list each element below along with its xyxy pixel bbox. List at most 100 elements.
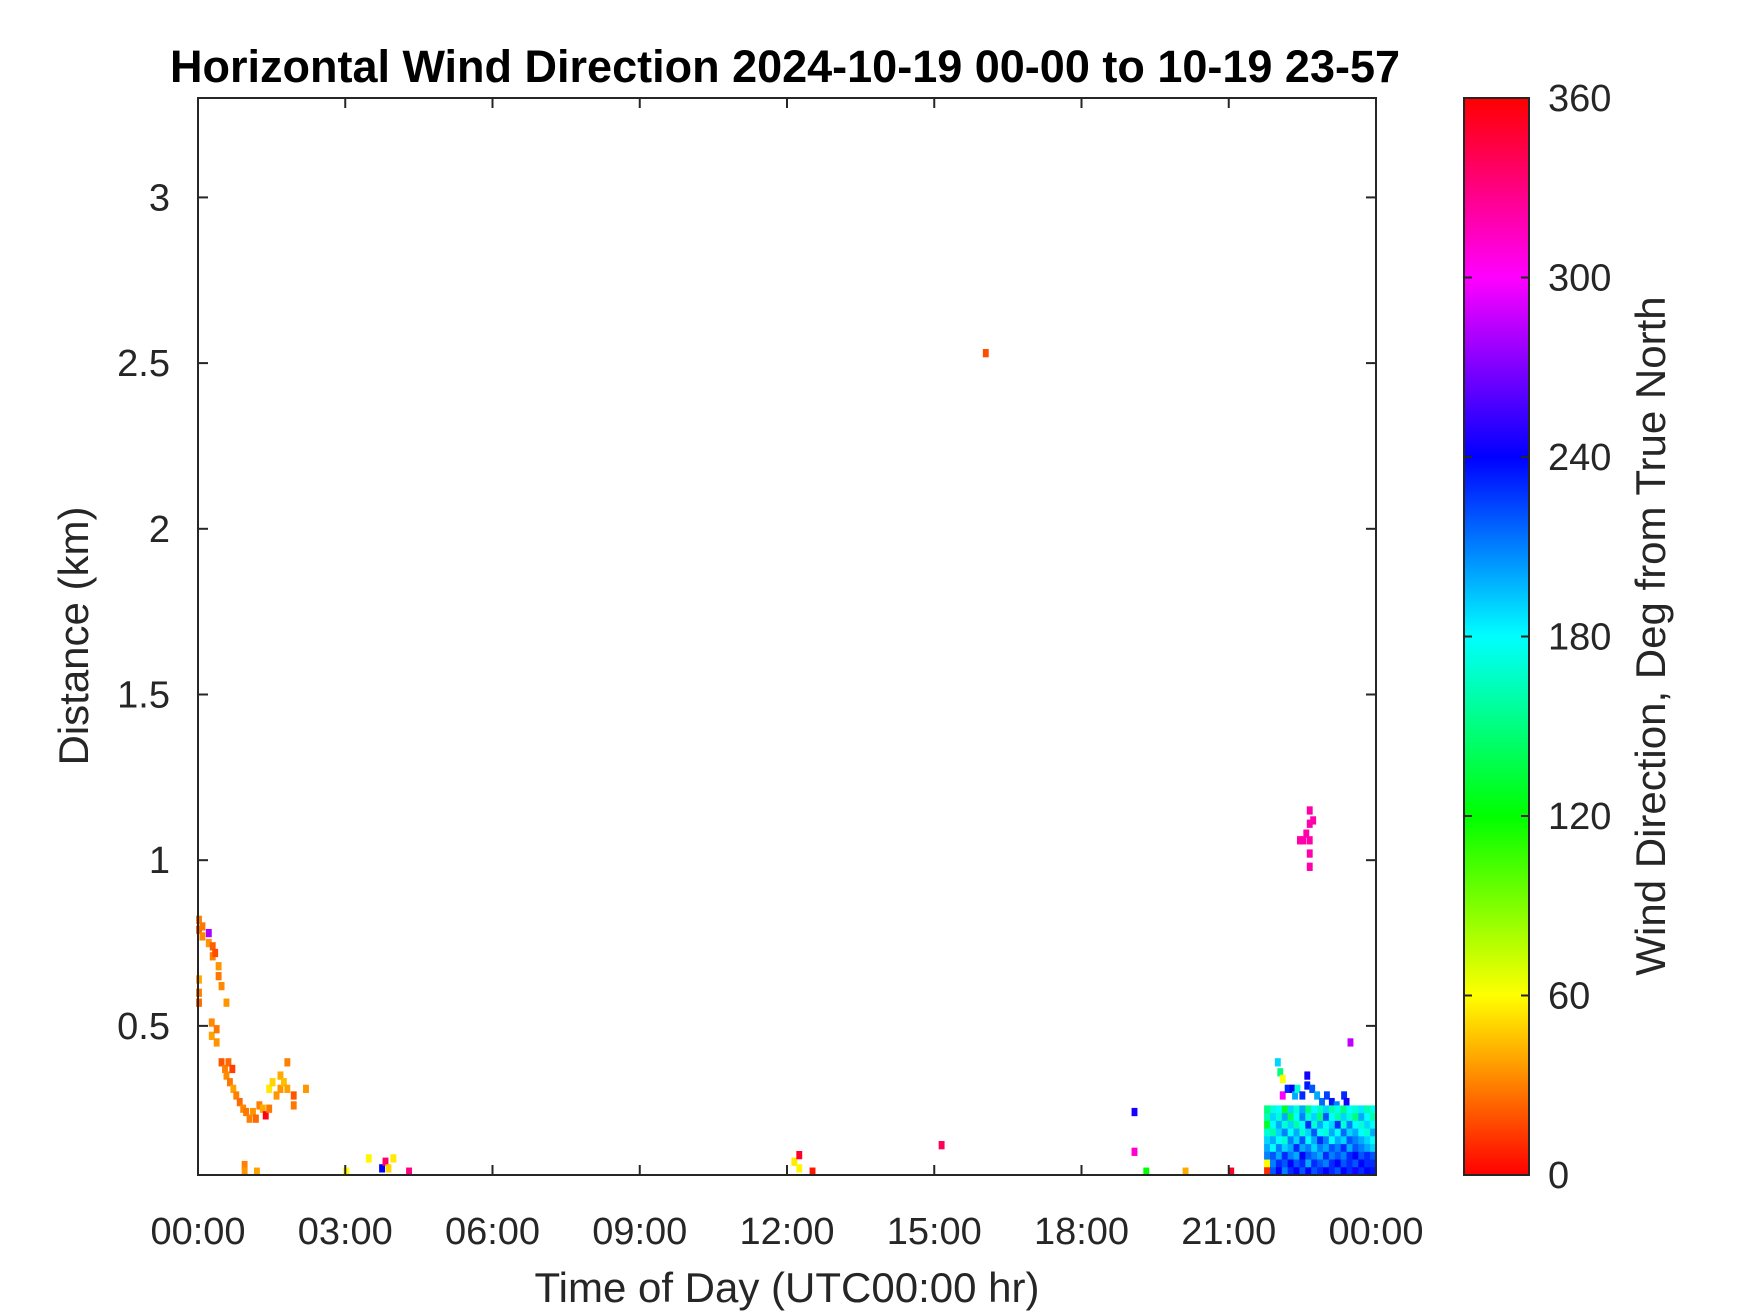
heatmap-cell — [1364, 1113, 1371, 1122]
heatmap-cell — [1264, 1120, 1271, 1130]
heatmap-cell — [1299, 1144, 1306, 1153]
heatmap-cell — [1328, 1120, 1336, 1130]
heatmap-cell — [1264, 1113, 1271, 1122]
heatmap-cell — [1305, 1113, 1312, 1122]
heatmap-cell — [1328, 1136, 1336, 1145]
colorbar-ticks: 0 60 120 180 240 300 360 — [1464, 78, 1611, 1197]
heatmap-cell — [1293, 1128, 1300, 1137]
heatmap-cell — [1346, 1120, 1353, 1130]
heatmap-cell — [1322, 1144, 1330, 1153]
heatmap-cell — [1287, 1144, 1295, 1153]
heatmap-cell — [1287, 1159, 1295, 1168]
heatmap-cell — [1340, 1128, 1348, 1137]
heatmap-cell — [1293, 1144, 1300, 1153]
heatmap-cell — [1299, 1151, 1306, 1161]
heatmap-cell — [1328, 1167, 1336, 1176]
heatmap-cell — [199, 922, 206, 931]
heatmap-cell — [1346, 1144, 1353, 1153]
heatmap-cell — [1306, 849, 1313, 858]
heatmap-cell — [1264, 1105, 1271, 1114]
heatmap-cell — [1264, 1144, 1271, 1153]
heatmap-cell — [243, 1107, 250, 1117]
heatmap-cell — [1322, 1128, 1330, 1137]
heatmap-cell — [938, 1141, 945, 1150]
heatmap-cell — [1292, 1091, 1298, 1100]
heatmap-cell — [1269, 1159, 1277, 1168]
x-axis-label: Time of Day (UTC00:00 hr) — [535, 1264, 1040, 1311]
heatmap-cell — [1131, 1107, 1138, 1117]
heatmap-cell — [226, 1078, 233, 1087]
heatmap-cell — [1358, 1144, 1365, 1153]
heatmap-cell — [1322, 1105, 1330, 1114]
heatmap-cell — [290, 1091, 297, 1100]
heatmap-cell — [1269, 1113, 1277, 1122]
heatmap-cell — [1281, 1128, 1289, 1137]
heatmap-cell — [1311, 1159, 1318, 1168]
heatmap-cell — [1358, 1159, 1365, 1168]
heatmap-cell — [382, 1157, 389, 1166]
heatmap-cell — [982, 349, 989, 358]
x-axis: 00:00 03:00 06:00 09:00 12:00 15:00 18:00 21:00… — [150, 98, 1424, 1253]
heatmap-cell — [1182, 1167, 1189, 1176]
heatmap-cell — [1311, 1151, 1318, 1161]
heatmap-cell — [1370, 1151, 1377, 1161]
heatmap-cell — [1358, 1136, 1365, 1145]
heatmap-cell — [1334, 1151, 1342, 1161]
heatmap-cell — [1310, 816, 1317, 825]
heatmap-cell — [1299, 1136, 1306, 1145]
heatmap-cell — [222, 1064, 228, 1074]
x-tick-label: 15:00 — [887, 1211, 982, 1253]
x-tick-label: 18:00 — [1034, 1211, 1129, 1253]
heatmap-cell — [1328, 1144, 1336, 1153]
heatmap-cell — [791, 1157, 798, 1166]
heatmap-cell — [1306, 836, 1313, 845]
heatmap-cell — [1287, 1105, 1295, 1114]
heatmap-cell — [1305, 1136, 1312, 1145]
heatmap-cell — [1264, 1159, 1271, 1168]
heatmap-cell — [1319, 1097, 1325, 1107]
heatmap-cell — [796, 1164, 803, 1173]
heatmap-cell — [1274, 1058, 1281, 1067]
heatmap-cell — [1281, 1120, 1289, 1130]
heatmap-cell — [1358, 1151, 1365, 1161]
heatmap-cell — [1364, 1167, 1371, 1176]
heatmap-cell — [1334, 1105, 1342, 1114]
heatmap-cell — [1328, 1113, 1336, 1122]
heatmap-cell — [1364, 1144, 1371, 1153]
colorbar-tick-label: 300 — [1548, 258, 1611, 300]
heatmap-cell — [1311, 1128, 1318, 1137]
heatmap-cell — [262, 1111, 269, 1120]
heatmap-cell — [1311, 1105, 1318, 1114]
heatmap-cell — [365, 1154, 372, 1163]
x-tick-label: 03:00 — [298, 1211, 393, 1253]
heatmap-cell — [1358, 1105, 1365, 1114]
heatmap-cell — [1370, 1120, 1377, 1130]
colorbar-tick-label: 180 — [1548, 617, 1611, 659]
heatmap-cell — [1281, 1105, 1289, 1114]
heatmap-cell — [1275, 1159, 1283, 1168]
colorbar-tick-label: 60 — [1548, 976, 1590, 1018]
heatmap-cell — [1275, 1105, 1283, 1114]
heatmap-cell — [390, 1154, 397, 1163]
heatmap-cell — [1311, 1136, 1318, 1145]
heatmap-cell — [1289, 1084, 1296, 1093]
x-tick-label: 12:00 — [739, 1211, 834, 1253]
heatmap-cells — [196, 349, 1377, 1176]
heatmap-cell — [1358, 1113, 1365, 1122]
heatmap-cell — [223, 998, 230, 1007]
heatmap-cell — [290, 1101, 297, 1110]
heatmap-cell — [1264, 1151, 1271, 1161]
heatmap-cell — [1269, 1120, 1277, 1130]
heatmap-cell — [1322, 1167, 1330, 1176]
heatmap-cell — [1328, 1105, 1336, 1114]
heatmap-cell — [1275, 1136, 1283, 1145]
heatmap-cell — [1293, 1120, 1300, 1130]
heatmap-cell — [1352, 1105, 1359, 1114]
plot-frame — [197, 97, 1377, 1176]
heatmap-cell — [1299, 1113, 1306, 1122]
heatmap-cell — [1275, 1128, 1283, 1137]
heatmap-cell — [266, 1104, 273, 1113]
heatmap-cell — [208, 1018, 215, 1027]
heatmap-cell — [1305, 1159, 1312, 1168]
heatmap-cell — [246, 1114, 253, 1123]
